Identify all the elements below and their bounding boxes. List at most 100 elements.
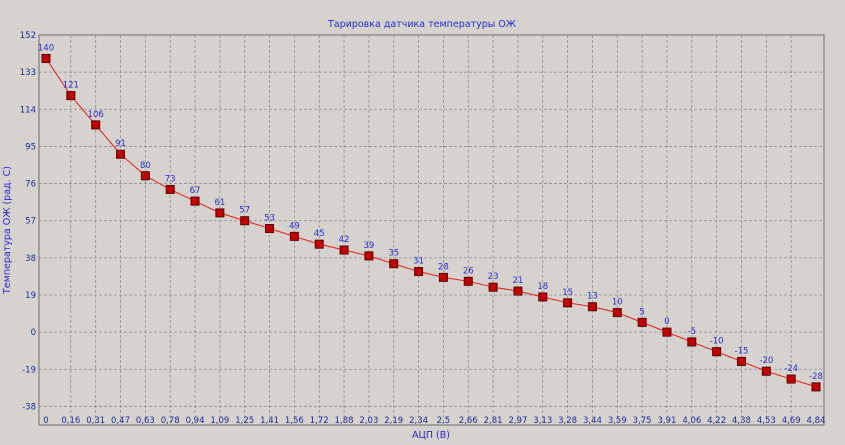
data-label: 57: [239, 206, 250, 216]
y-tick-label: 152: [20, 31, 36, 41]
data-point: [811, 382, 821, 392]
horizontal-gridlines: [39, 71, 824, 407]
x-tick-label: 3,13: [533, 416, 552, 426]
data-point: [687, 337, 697, 347]
y-tick-label: 95: [25, 142, 36, 152]
x-tick-label: 0,63: [136, 416, 155, 426]
chart-title: Тарировка датчика температуры ОЖ: [327, 19, 517, 30]
x-tick-label: 3,59: [608, 416, 627, 426]
y-tick-label: 114: [20, 105, 36, 115]
x-tick-label: 2,03: [359, 416, 378, 426]
data-label: -5: [688, 327, 696, 337]
data-labels: 140 121 106 91 80 73 67 61 57 53 49 45 42 39 35 31 28 26 2…: [38, 43, 823, 381]
data-label: 35: [388, 249, 399, 259]
data-point: [91, 120, 101, 130]
data-point: [240, 216, 250, 226]
data-point: [612, 308, 622, 318]
x-tick-label: 4,06: [682, 416, 701, 426]
x-tick-label: 4,38: [732, 416, 751, 426]
x-tick-labels: 0 0,16 0,31 0,47 0,63 0,78 0,94 1,09 1,25 1,41 1,5…: [43, 416, 825, 426]
data-label: 140: [38, 43, 54, 53]
data-label: 106: [88, 110, 104, 120]
data-point: [116, 149, 126, 159]
data-point: [289, 231, 299, 241]
data-label: 42: [339, 235, 350, 245]
vertical-gridlines: [70, 35, 792, 425]
y-tick-label: 76: [25, 180, 36, 190]
x-tick-label: 4,84: [807, 416, 826, 426]
plot-area: [38, 34, 825, 426]
y-tick-label: -19: [22, 365, 36, 375]
data-label: 23: [488, 272, 499, 282]
x-tick-label: 1,72: [310, 416, 329, 426]
x-tick-label: 2,19: [384, 416, 403, 426]
data-point: [66, 91, 76, 101]
data-point: [662, 327, 672, 337]
data-point: [563, 298, 573, 308]
x-tick-label: 0,78: [161, 416, 180, 426]
y-tick-label: -38: [22, 402, 36, 412]
x-tick-label: 1,88: [335, 416, 354, 426]
data-point: [786, 374, 796, 384]
data-point: [736, 356, 746, 366]
data-label: 67: [190, 186, 201, 196]
x-tick-label: 3,91: [657, 416, 676, 426]
x-tick-label: 1,09: [210, 416, 229, 426]
x-tick-label: 2,34: [409, 416, 428, 426]
x-tick-label: 4,53: [757, 416, 776, 426]
data-point: [463, 276, 473, 286]
data-point: [761, 366, 771, 376]
data-point: [538, 292, 548, 302]
data-point: [364, 251, 374, 261]
data-label: -10: [710, 337, 724, 347]
data-point: [165, 184, 175, 194]
x-tick-label: 0,16: [61, 416, 80, 426]
data-label: 13: [587, 292, 598, 302]
x-tick-label: 2,97: [508, 416, 527, 426]
y-tick-label: 0: [31, 328, 36, 338]
x-tick-label: 0,47: [111, 416, 130, 426]
data-label: 61: [214, 198, 225, 208]
x-tick-label: 0,31: [86, 416, 105, 426]
data-label: -24: [784, 364, 798, 374]
y-tick-label: 19: [25, 291, 36, 301]
y-tick-label: 38: [25, 254, 36, 264]
data-label: 21: [513, 276, 524, 286]
data-label: 53: [264, 214, 275, 224]
data-label: 18: [537, 282, 548, 292]
data-label: -15: [735, 346, 749, 356]
data-label: 91: [115, 139, 126, 149]
x-axis-label: АЦП (В): [412, 430, 450, 441]
x-tick-label: 1,25: [235, 416, 254, 426]
data-label: 121: [63, 81, 79, 91]
y-tick-label: 133: [20, 68, 36, 78]
data-label: 39: [363, 241, 374, 251]
data-point: [190, 196, 200, 206]
x-tick-label: 1,41: [260, 416, 279, 426]
data-label: 26: [463, 266, 474, 276]
x-tick-label: 2,5: [437, 416, 451, 426]
data-point: [414, 267, 424, 277]
data-label: 73: [165, 174, 176, 184]
y-tick-labels: 152 133 114 95 76 57 38 19 0 -19 -38: [20, 31, 36, 412]
x-tick-label: 3,75: [633, 416, 652, 426]
data-label: -20: [759, 356, 773, 366]
x-tick-label: 4,22: [707, 416, 726, 426]
y-axis-label: Температура ОЖ (рад. С): [2, 166, 13, 295]
data-point: [265, 224, 275, 234]
data-label: 10: [612, 298, 623, 308]
data-label: 31: [413, 257, 424, 267]
x-tick-label: 0,94: [186, 416, 205, 426]
data-point: [339, 245, 349, 255]
data-point: [140, 171, 150, 181]
data-point: [41, 53, 51, 63]
data-point: [389, 259, 399, 269]
x-tick-label: 1,56: [285, 416, 304, 426]
data-point: [215, 208, 225, 218]
data-label: 45: [314, 229, 325, 239]
x-tick-label: 4,69: [782, 416, 801, 426]
x-tick-label: 3,28: [558, 416, 577, 426]
x-tick-label: 2,81: [484, 416, 503, 426]
